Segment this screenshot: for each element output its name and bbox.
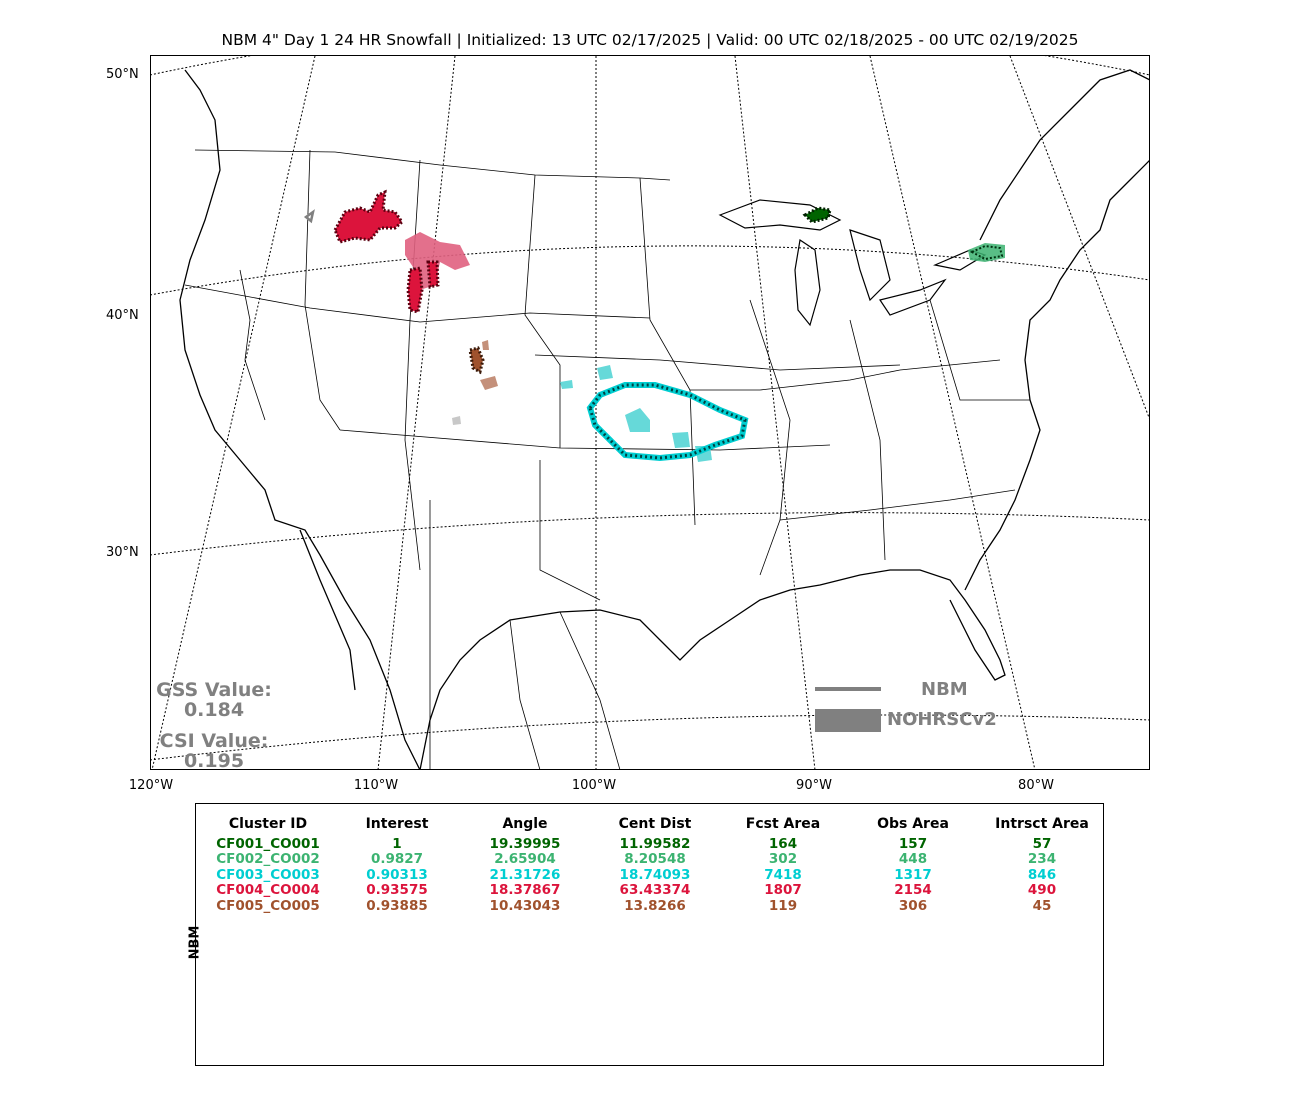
map-title: NBM 4" Day 1 24 HR Snowfall | Initialize… (221, 31, 1079, 49)
cluster-cf004-fcst (333, 189, 405, 244)
cluster-cf003-obs-2 (560, 380, 573, 389)
cluster-cf003 (560, 365, 749, 462)
lat-label-50n: 50°N (106, 67, 139, 82)
legend-observed-label: NOHRSCv2 (887, 709, 997, 730)
cluster-cf003-obs-4 (672, 432, 690, 448)
table-cell: 2154 (894, 882, 932, 898)
table-header: Obs Area (877, 816, 949, 832)
table-cell: CF001_CO001 (216, 836, 320, 852)
table-cell: 234 (1027, 851, 1057, 867)
cluster-cf002 (968, 243, 1005, 262)
cluster-cf003-fcst (586, 382, 749, 462)
table-cell: 45 (1032, 898, 1052, 914)
table-cell: 846 (1027, 867, 1057, 883)
lon-label-110w: 110°W (353, 778, 399, 793)
table-header: Cluster ID (228, 816, 308, 832)
table-cell: 490 (1027, 882, 1057, 898)
table-cell: 0.93885 (366, 898, 428, 914)
cluster-cf005 (468, 340, 498, 390)
table-cell: CF003_CO003 (216, 867, 320, 883)
table-cell: 1 (392, 836, 402, 852)
lon-label-120w: 120°W (128, 778, 174, 793)
table-cell: 7418 (764, 867, 802, 883)
longitude-gridlines (151, 56, 1150, 770)
table-cell: 302 (768, 851, 798, 867)
legend-forecast-label: NBM (921, 679, 968, 700)
state-borders (184, 149, 1030, 770)
lon-label-100w: 100°W (571, 778, 617, 793)
table-header: Angle (502, 816, 548, 832)
table-cell: 10.43043 (489, 898, 561, 914)
table-cell: 0.90313 (366, 867, 428, 883)
cluster-cf002-fcst (969, 244, 1004, 261)
table-cell: 157 (898, 836, 928, 852)
table-cell: 306 (898, 898, 928, 914)
cluster-cf001-fcst (802, 206, 832, 224)
table-cell: 164 (768, 836, 798, 852)
lon-label-80w: 80°W (1018, 778, 1054, 793)
csi-value: 0.195 (183, 750, 245, 772)
gss-label: GSS Value: (156, 679, 272, 701)
lat-label-30n: 30°N (106, 545, 139, 560)
cluster-cf005-fcst (468, 346, 485, 375)
lon-label-90w: 90°W (796, 778, 832, 793)
csi-label: CSI Value: (159, 730, 269, 752)
table-cell: 119 (768, 898, 798, 914)
legend-observed-swatch (815, 709, 881, 732)
cluster-cf004-fcst-3 (426, 260, 440, 289)
table-header: Interest (365, 816, 429, 832)
table-cell: 63.43374 (619, 882, 691, 898)
unmatched-object-2 (303, 209, 315, 224)
table-cell: 0.93575 (366, 882, 428, 898)
table-cell: 19.39995 (489, 836, 561, 852)
cluster-cf004 (333, 189, 470, 314)
cluster-stats-table: Cluster ID CF001_CO001 CF002_CO002 CF003_CO… (195, 803, 1104, 1066)
map-frame (150, 55, 1150, 770)
table-cell: CF004_CO004 (216, 882, 320, 898)
table-cell: 18.74093 (619, 867, 691, 883)
table-cell: 448 (898, 851, 928, 867)
latitude-gridlines (151, 56, 1150, 761)
table-cell: 21.31726 (489, 867, 561, 883)
table-cell: 13.8266 (624, 898, 686, 914)
great-lakes (718, 199, 987, 327)
table-cell: CF002_CO002 (216, 851, 320, 867)
table-cell: 11.99582 (619, 836, 691, 852)
cluster-cf005-obs-2 (482, 340, 489, 350)
cluster-cf005-obs (480, 376, 498, 390)
table-header: Fcst Area (745, 816, 821, 832)
table-cell: 2.65904 (494, 851, 556, 867)
table-header: Intrsct Area (995, 816, 1089, 832)
table-cell: 1807 (764, 882, 802, 898)
gss-value: 0.184 (183, 699, 245, 721)
table-cell: 57 (1032, 836, 1052, 852)
unmatched-object-1 (452, 416, 461, 425)
cluster-cf001 (802, 206, 832, 224)
cluster-cf004-fcst-2 (406, 266, 424, 314)
lat-label-40n: 40°N (106, 308, 139, 323)
cluster-cf003-obs (597, 365, 613, 380)
cluster-cf003-obs-3 (625, 408, 650, 432)
table-cell: 0.9827 (370, 851, 424, 867)
table-cell: 18.37867 (489, 882, 561, 898)
coastlines (179, 69, 1150, 770)
table-cell: 1317 (894, 867, 932, 883)
table-cell: CF005_CO005 (216, 898, 320, 914)
table-header: Cent Dist (618, 816, 692, 832)
table-cell: 8.20548 (624, 851, 686, 867)
